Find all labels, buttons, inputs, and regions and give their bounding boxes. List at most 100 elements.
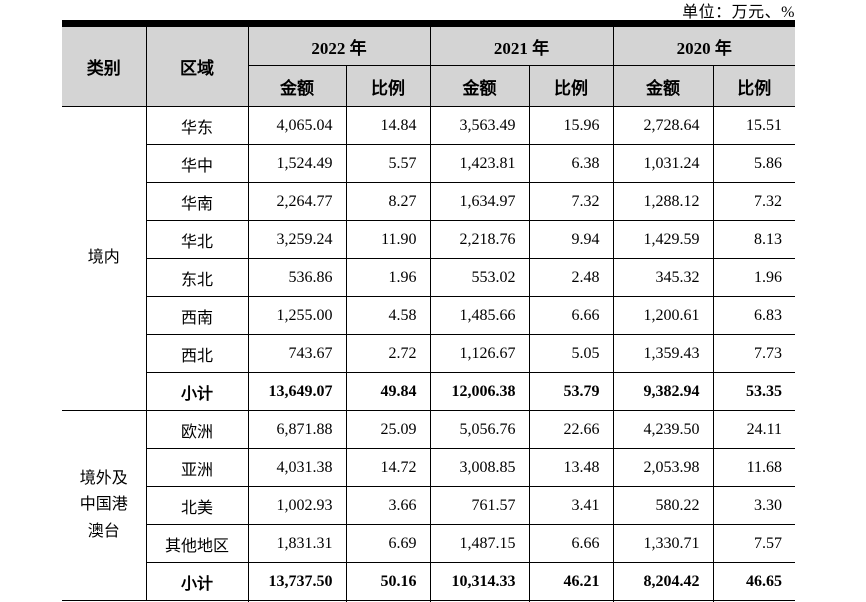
region-cell: 华东 [145,106,249,145]
ratio-cell: 15.96 [528,106,614,145]
amount-cell: 1,485.66 [429,296,530,335]
header-amount-2022: 金额 [247,65,347,107]
ratio-cell: 7.57 [712,524,796,563]
amount-cell: 1,126.67 [429,334,530,373]
amount-cell: 580.22 [612,486,714,525]
ratio-cell: 11.68 [712,448,796,487]
section-total: 合计 27,386.57 100.00 22,320.71 100.00 17,… [61,600,796,602]
header-row-measures: 金额 比例 金额 比例 金额 比例 [62,65,796,107]
amount-cell: 4,239.50 [612,410,714,449]
table-row: 华北 3,259.24 11.90 2,218.76 9.94 1,429.59… [62,220,796,259]
amount-cell: 1,634.97 [429,182,530,221]
amount-cell: 1,330.71 [612,524,714,563]
amount-cell: 8,204.42 [612,562,714,601]
subtotal-row-overseas: 小计 13,737.50 50.16 10,314.33 46.21 8,204… [62,562,796,601]
amount-cell: 9,382.94 [612,372,714,411]
amount-cell: 3,008.85 [429,448,530,487]
ratio-cell: 14.72 [345,448,431,487]
header-year-2021: 2021 年 [429,23,614,66]
ratio-cell: 49.84 [345,372,431,411]
subtotal-row-domestic: 小计 13,649.07 49.84 12,006.38 53.79 9,382… [62,372,796,411]
amount-cell: 1,288.12 [612,182,714,221]
ratio-cell: 50.16 [345,562,431,601]
table-row: 北美 1,002.93 3.66 761.57 3.41 580.22 3.30 [62,486,796,525]
table-row: 华中 1,524.49 5.57 1,423.81 6.38 1,031.24 … [62,144,796,183]
amount-cell: 1,524.49 [247,144,347,183]
amount-cell: 1,429.59 [612,220,714,259]
amount-cell: 6,871.88 [247,410,347,449]
amount-cell: 13,737.50 [247,562,347,601]
amount-cell: 2,728.64 [612,106,714,145]
ratio-cell: 6.66 [528,524,614,563]
amount-cell: 5,056.76 [429,410,530,449]
ratio-cell: 2.72 [345,334,431,373]
table-row: 西北 743.67 2.72 1,126.67 5.05 1,359.43 7.… [62,334,796,373]
region-cell: 亚洲 [145,448,249,487]
header-category: 类别 [61,23,147,107]
header-ratio-2021: 比例 [528,65,614,107]
table-row: 西南 1,255.00 4.58 1,485.66 6.66 1,200.61 … [62,296,796,335]
header-amount-2021: 金额 [429,65,530,107]
ratio-cell: 11.90 [345,220,431,259]
category-cell-domestic: 境内 [61,106,147,411]
header-year-2022: 2022 年 [247,23,431,66]
amount-cell: 1,200.61 [612,296,714,335]
ratio-cell: 8.13 [712,220,796,259]
section-domestic: 境内 华东 4,065.04 14.84 3,563.49 15.96 2,72… [61,106,796,411]
region-cell: 东北 [145,258,249,297]
ratio-cell: 6.69 [345,524,431,563]
amount-cell: 1,002.93 [247,486,347,525]
amount-cell: 3,259.24 [247,220,347,259]
total-row: 合计 27,386.57 100.00 22,320.71 100.00 17,… [61,600,796,602]
ratio-cell: 6.83 [712,296,796,335]
amount-cell: 2,218.76 [429,220,530,259]
ratio-cell: 7.32 [528,182,614,221]
ratio-cell: 5.57 [345,144,431,183]
ratio-cell: 5.86 [712,144,796,183]
table-row: 境内 华东 4,065.04 14.84 3,563.49 15.96 2,72… [61,106,796,411]
amount-cell: 536.86 [247,258,347,297]
region-cell: 欧洲 [145,410,249,449]
amount-cell: 743.67 [247,334,347,373]
ratio-cell: 3.66 [345,486,431,525]
ratio-cell: 8.27 [345,182,431,221]
revenue-by-region-table: 类别 区域 2022 年 2021 年 2020 年 金额 比例 金额 比例 金… [61,20,796,602]
ratio-cell: 1.96 [712,258,796,297]
table-row: 境外及 中国港 澳台 欧洲 6,871.88 25.09 5,056.76 22… [61,410,796,601]
amount-cell: 1,831.31 [247,524,347,563]
category-cell-overseas: 境外及 中国港 澳台 [61,410,147,601]
ratio-cell: 1.96 [345,258,431,297]
region-cell: 小计 [145,372,249,411]
amount-cell: 345.32 [612,258,714,297]
table-row: 东北 536.86 1.96 553.02 2.48 345.32 1.96 [62,258,796,297]
header-ratio-2022: 比例 [345,65,431,107]
amount-cell: 553.02 [429,258,530,297]
amount-cell: 1,359.43 [612,334,714,373]
amount-cell: 1,031.24 [612,144,714,183]
ratio-cell: 7.73 [712,334,796,373]
ratio-cell: 2.48 [528,258,614,297]
table-row: 其他地区 1,831.31 6.69 1,487.15 6.66 1,330.7… [62,524,796,563]
header-row-years: 类别 区域 2022 年 2021 年 2020 年 [61,23,796,107]
amount-cell: 12,006.38 [429,372,530,411]
ratio-cell: 25.09 [345,410,431,449]
amount-cell: 1,487.15 [429,524,530,563]
table-row: 亚洲 4,031.38 14.72 3,008.85 13.48 2,053.9… [62,448,796,487]
ratio-cell: 7.32 [712,182,796,221]
region-cell: 其他地区 [145,524,249,563]
region-cell: 西南 [145,296,249,335]
ratio-cell: 24.11 [712,410,796,449]
ratio-cell: 13.48 [528,448,614,487]
ratio-cell: 5.05 [528,334,614,373]
amount-cell: 1,255.00 [247,296,347,335]
amount-cell: 13,649.07 [247,372,347,411]
ratio-cell: 22.66 [528,410,614,449]
section-overseas: 境外及 中国港 澳台 欧洲 6,871.88 25.09 5,056.76 22… [61,410,796,601]
region-cell: 华北 [145,220,249,259]
table-row: 华南 2,264.77 8.27 1,634.97 7.32 1,288.12 … [62,182,796,221]
ratio-cell: 53.35 [712,372,796,411]
region-cell: 华南 [145,182,249,221]
ratio-cell: 46.21 [528,562,614,601]
amount-cell: 3,563.49 [429,106,530,145]
region-cell: 小计 [145,562,249,601]
